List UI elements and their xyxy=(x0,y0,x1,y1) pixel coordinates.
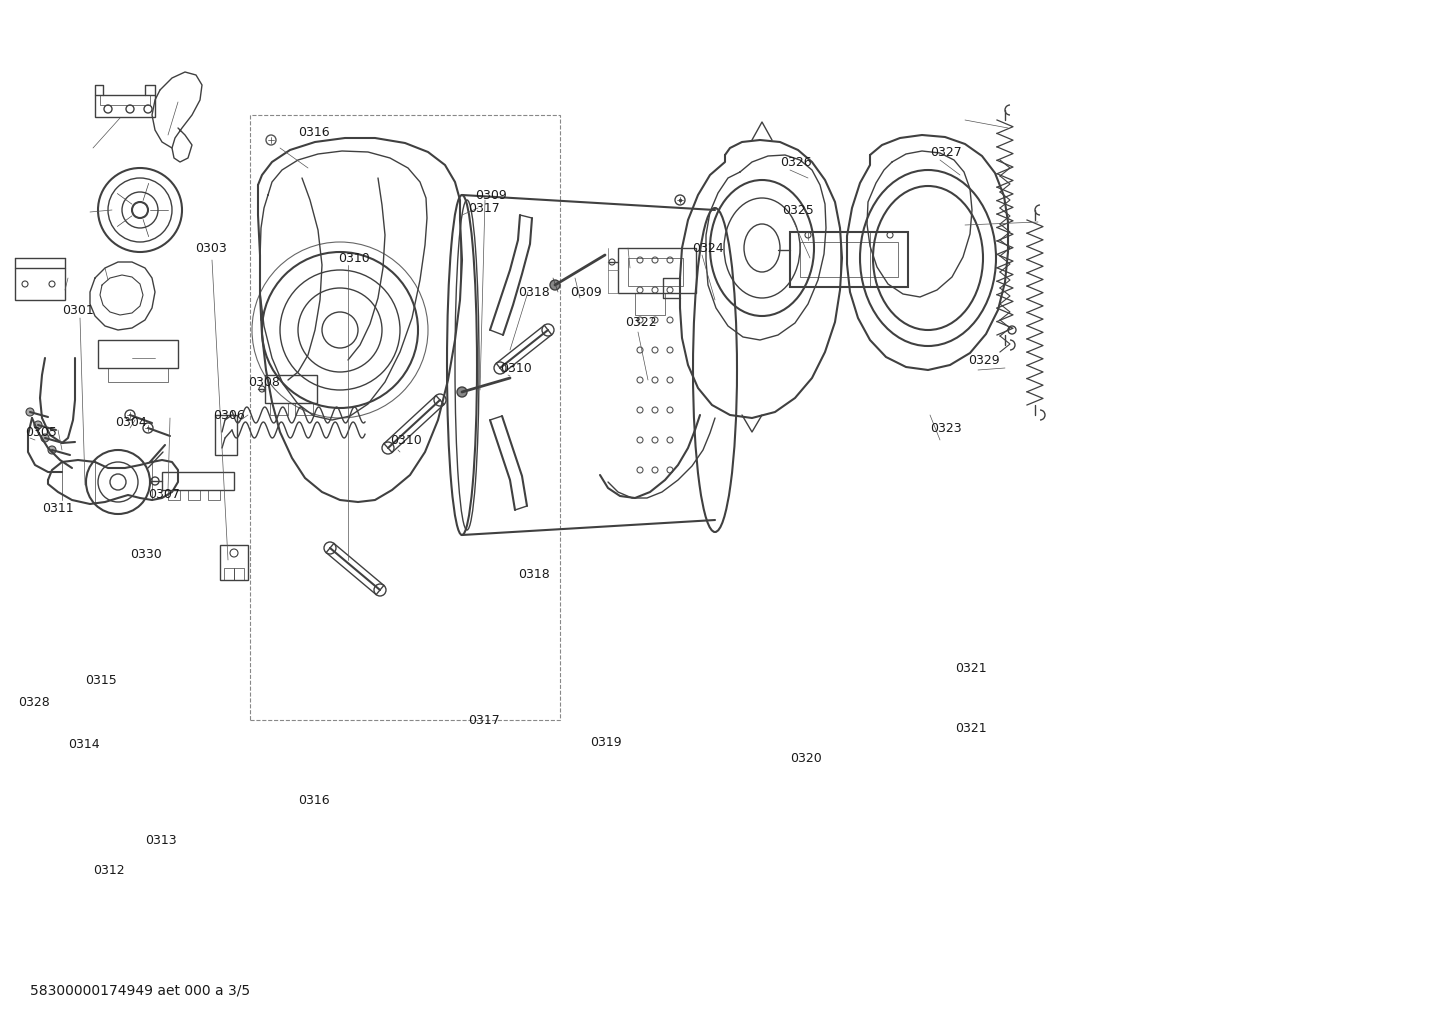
Bar xyxy=(221,545,248,580)
Bar xyxy=(249,115,559,720)
Text: 0326: 0326 xyxy=(780,156,812,168)
Text: 0308: 0308 xyxy=(248,375,280,388)
Text: 0313: 0313 xyxy=(146,834,176,847)
Text: 58300000174949 aet 000 a 3/5: 58300000174949 aet 000 a 3/5 xyxy=(30,983,249,997)
Text: 0310: 0310 xyxy=(337,252,369,265)
Text: 0318: 0318 xyxy=(518,285,549,299)
Text: 0301: 0301 xyxy=(62,304,94,317)
Circle shape xyxy=(35,421,42,429)
Text: 0323: 0323 xyxy=(930,422,962,434)
Bar xyxy=(208,490,221,500)
Text: 0316: 0316 xyxy=(298,125,330,139)
Circle shape xyxy=(48,446,56,454)
Bar xyxy=(265,375,317,403)
Text: 0306: 0306 xyxy=(213,409,245,422)
Text: 0315: 0315 xyxy=(85,674,117,687)
Text: 0305: 0305 xyxy=(25,426,56,438)
Text: 0311: 0311 xyxy=(42,501,74,515)
Text: 0318: 0318 xyxy=(518,569,549,582)
Text: 0322: 0322 xyxy=(624,316,656,328)
Bar xyxy=(99,95,150,105)
Circle shape xyxy=(549,280,559,290)
Bar xyxy=(790,232,908,287)
Bar xyxy=(270,403,288,415)
Bar xyxy=(224,568,234,580)
Text: 0309: 0309 xyxy=(474,189,506,202)
Bar xyxy=(234,568,244,580)
Text: 0310: 0310 xyxy=(500,362,532,375)
Text: 0317: 0317 xyxy=(469,202,500,215)
Text: 0316: 0316 xyxy=(298,794,330,806)
Text: 0309: 0309 xyxy=(570,285,601,299)
Bar xyxy=(296,403,313,415)
Text: 0303: 0303 xyxy=(195,242,226,255)
Bar xyxy=(187,490,200,500)
Text: 0307: 0307 xyxy=(149,487,180,500)
Text: 0312: 0312 xyxy=(92,863,124,876)
Text: 0321: 0321 xyxy=(955,721,986,735)
Text: 0329: 0329 xyxy=(968,354,999,367)
Bar xyxy=(800,242,898,277)
Bar xyxy=(169,490,180,500)
Bar xyxy=(14,268,65,300)
Text: 0324: 0324 xyxy=(692,242,724,255)
Text: 0317: 0317 xyxy=(469,713,500,727)
Bar xyxy=(619,248,696,293)
Text: 0321: 0321 xyxy=(955,661,986,675)
Text: 0319: 0319 xyxy=(590,736,622,749)
Bar xyxy=(98,340,177,368)
Bar xyxy=(629,258,684,286)
Circle shape xyxy=(457,387,467,397)
Bar xyxy=(95,95,154,117)
Circle shape xyxy=(40,434,49,442)
Text: 0304: 0304 xyxy=(115,416,147,429)
Text: 0320: 0320 xyxy=(790,751,822,764)
Text: 0328: 0328 xyxy=(17,696,50,708)
Text: 0310: 0310 xyxy=(389,433,421,446)
Bar xyxy=(108,368,169,382)
Bar xyxy=(634,293,665,315)
Text: 0327: 0327 xyxy=(930,146,962,159)
Circle shape xyxy=(26,408,35,416)
Text: 0330: 0330 xyxy=(130,548,162,561)
Bar xyxy=(162,472,234,490)
Text: 0325: 0325 xyxy=(782,204,813,216)
Bar xyxy=(215,415,236,455)
Text: 0314: 0314 xyxy=(68,739,99,751)
